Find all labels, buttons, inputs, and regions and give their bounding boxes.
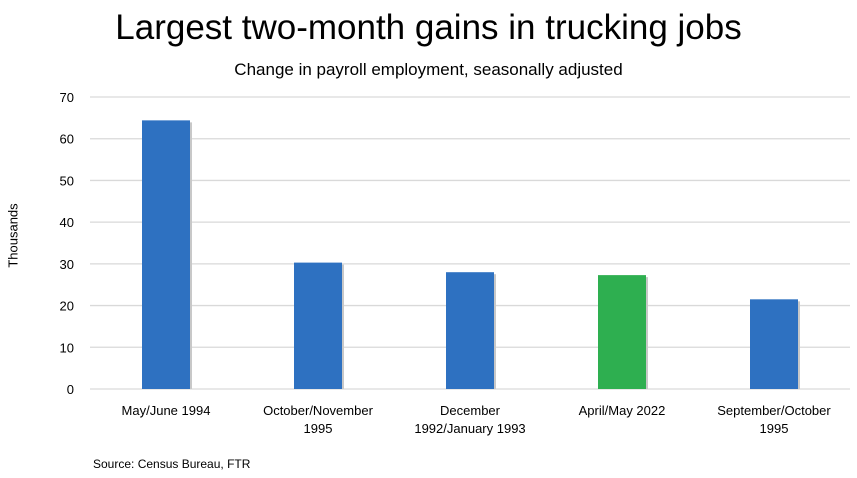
y-tick-label: 30 — [60, 257, 74, 272]
y-tick-label: 0 — [67, 382, 74, 397]
x-tick-label: September/October — [717, 403, 831, 418]
chart-title: Largest two-month gains in trucking jobs — [115, 8, 742, 47]
bar — [750, 299, 798, 389]
chart-subtitle: Change in payroll employment, seasonally… — [234, 60, 623, 79]
y-tick-label: 20 — [60, 299, 74, 314]
y-tick-label: 60 — [60, 132, 74, 147]
bar — [446, 272, 494, 389]
y-tick-label: 70 — [60, 90, 74, 105]
x-tick-label: April/May 2022 — [579, 403, 666, 418]
bar — [598, 275, 646, 389]
x-tick-label: May/June 1994 — [122, 403, 211, 418]
source-note: Source: Census Bureau, FTR — [93, 457, 251, 471]
bar — [142, 120, 190, 390]
x-tick-label: 1995 — [304, 421, 333, 436]
x-tick-label: October/November — [263, 403, 373, 418]
bar — [294, 262, 342, 389]
y-tick-label: 50 — [60, 173, 74, 188]
y-tick-label: 10 — [60, 340, 74, 355]
y-tick-label: 40 — [60, 215, 74, 230]
x-tick-label: 1992/January 1993 — [414, 421, 525, 436]
x-tick-label: 1995 — [760, 421, 789, 436]
x-tick-label: December — [440, 403, 501, 418]
